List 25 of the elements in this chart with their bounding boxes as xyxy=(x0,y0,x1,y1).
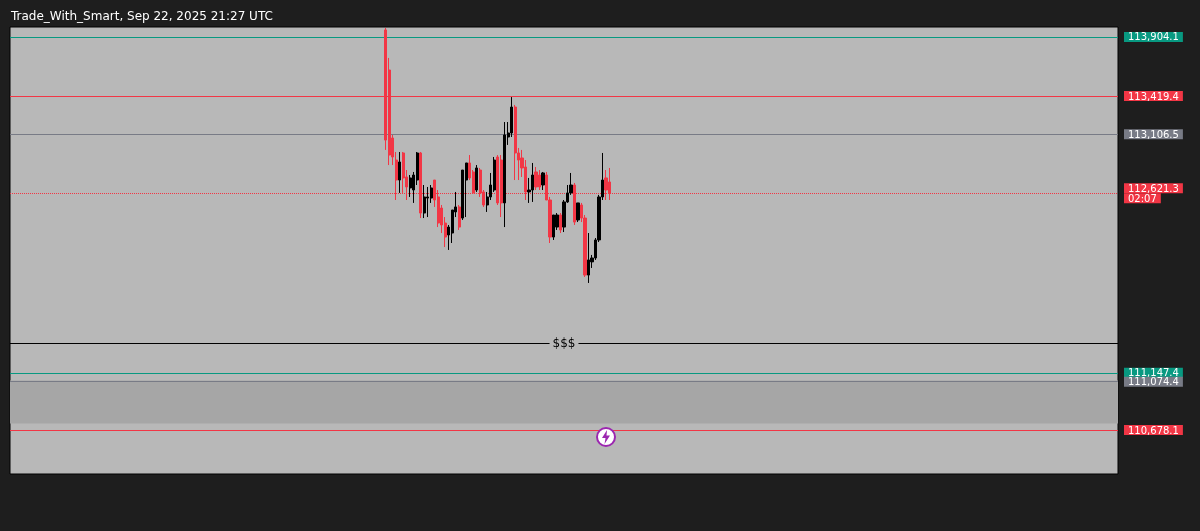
y-tick-label: 113,419.4 xyxy=(1128,90,1179,102)
candlestick xyxy=(475,164,478,193)
candlestick xyxy=(559,212,562,234)
candlestick xyxy=(541,171,545,191)
candlestick xyxy=(423,184,426,219)
y-tick-label: 112,621.3 02:07 xyxy=(1128,182,1179,204)
chart-title: Trade_With_Smart, Sep 22, 2025 21:27 UTC xyxy=(10,9,273,23)
candlestick xyxy=(534,166,538,191)
candlestick xyxy=(538,169,541,191)
candlestick xyxy=(531,162,534,203)
candlestick xyxy=(458,204,461,231)
y-tick-label: 113,106.5 xyxy=(1128,128,1179,140)
candlestick xyxy=(587,232,590,284)
y-tick-label: 111,074.4 xyxy=(1128,376,1179,388)
candlestick xyxy=(426,186,429,218)
candlestick xyxy=(398,151,401,194)
y-tick-label: 110,678.1 xyxy=(1128,424,1179,436)
candlestick xyxy=(514,104,517,181)
candlestick xyxy=(503,121,506,228)
y-tick-label: 113,904.1 xyxy=(1128,31,1179,43)
candlestick xyxy=(552,214,555,241)
annotation: $$$ xyxy=(552,336,576,351)
candlestick xyxy=(465,162,468,218)
candlestick xyxy=(500,154,503,218)
candlestick xyxy=(576,202,580,223)
